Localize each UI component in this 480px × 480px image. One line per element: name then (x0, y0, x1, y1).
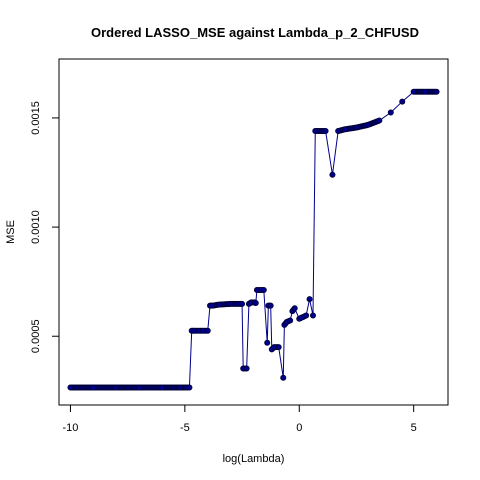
series-line (70, 91, 437, 389)
data-point (204, 327, 211, 334)
x-tick-label: 0 (296, 422, 302, 434)
data-point (342, 126, 349, 133)
data-point (267, 302, 274, 309)
data-point (335, 128, 342, 135)
y-axis: 0.0005 0.0010 0.0015 (30, 101, 60, 353)
data-point (243, 365, 250, 372)
x-tick-label: 5 (411, 422, 417, 434)
x-axis: -10 -5 0 5 (62, 404, 417, 434)
data-point (158, 384, 165, 391)
data-point (209, 302, 216, 309)
data-point (410, 88, 417, 95)
data-point (252, 300, 259, 307)
chart-title: Ordered LASSO_MSE against Lambda_p_2_CHF… (91, 25, 419, 40)
data-point (280, 374, 287, 381)
series-group (67, 88, 440, 391)
data-point (264, 339, 271, 346)
data-point (90, 384, 97, 391)
data-point (376, 117, 383, 124)
data-point (433, 88, 440, 95)
data-point (353, 124, 360, 131)
y-tick-label: 0.0005 (30, 319, 42, 353)
x-tick-label: -10 (62, 422, 78, 434)
data-point (177, 384, 184, 391)
x-tick-label: -5 (180, 422, 190, 434)
data-point (312, 128, 319, 135)
data-point (287, 317, 294, 324)
data-point (364, 121, 371, 128)
data-point (309, 312, 316, 319)
data-point (113, 384, 120, 391)
y-axis-label: MSE (5, 220, 17, 244)
data-point (67, 384, 74, 391)
data-point (291, 305, 298, 312)
data-point (260, 286, 267, 293)
data-point (387, 109, 394, 116)
data-point (136, 384, 143, 391)
y-tick-label: 0.0015 (30, 101, 42, 135)
data-point (422, 88, 429, 95)
data-point (239, 300, 246, 307)
data-point (322, 128, 329, 135)
data-point (227, 300, 234, 307)
data-point (186, 384, 193, 391)
data-point (275, 344, 282, 351)
data-point (303, 312, 310, 319)
data-point (399, 98, 406, 105)
y-tick-label: 0.0010 (30, 210, 42, 244)
data-point (216, 301, 223, 308)
x-axis-label: log(Lambda) (223, 453, 285, 465)
data-point (329, 171, 336, 178)
data-point (306, 296, 313, 303)
